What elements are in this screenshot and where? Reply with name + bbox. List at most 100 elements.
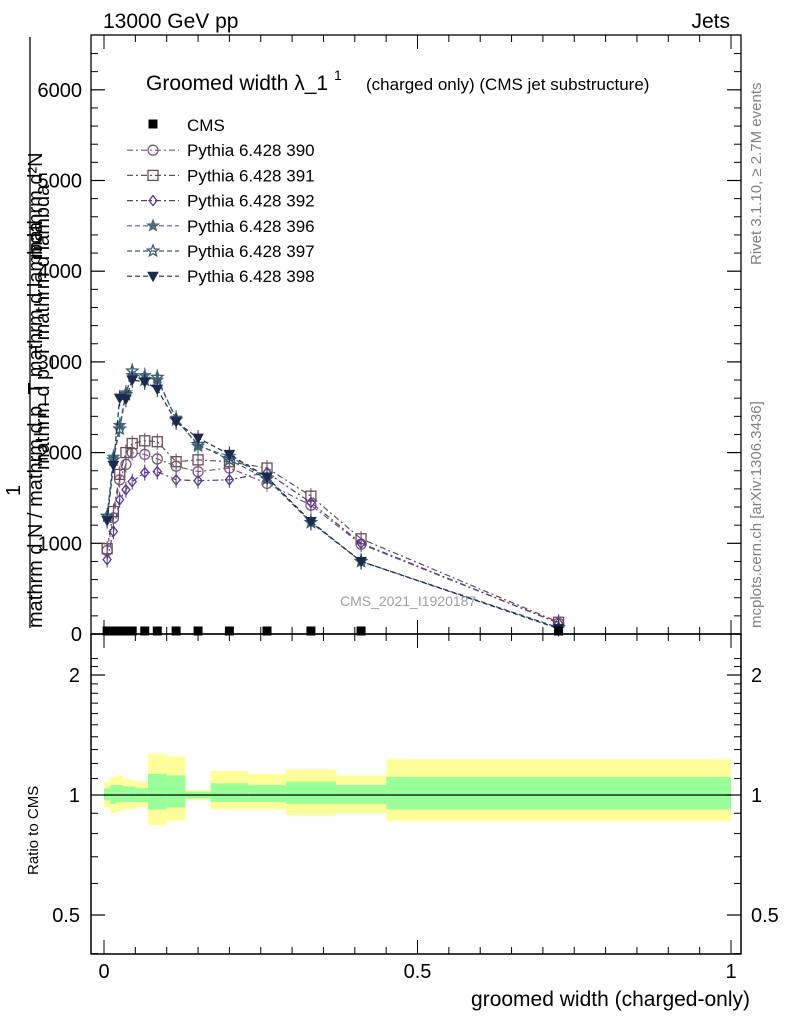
main-panel-axes: 0 1000 2000 3000 4000 5000 6000 — [38, 35, 741, 646]
data-point — [170, 456, 182, 468]
legend-marker — [145, 218, 161, 232]
data-point — [305, 517, 317, 528]
ratio-band-inner — [210, 783, 249, 803]
xtick-label: 0.5 — [404, 961, 432, 983]
data-point — [114, 468, 126, 481]
series-line — [106, 374, 559, 629]
ratio-panel-axes: 0.5 0.5 1 1 2 2 0 0.5 1 — [52, 634, 779, 983]
ylabel-one: 1 — [3, 485, 25, 496]
ratio-band-inner — [166, 775, 186, 808]
ratio-ytick-label: 1 — [69, 785, 80, 807]
legend-item-cms: CMS — [148, 116, 225, 135]
xtick-label: 1 — [725, 961, 736, 983]
main-ytick-label: 1000 — [38, 533, 83, 555]
collision-label: 13000 GeV pp — [103, 10, 238, 33]
series-cms — [102, 626, 564, 636]
cms-data-point — [152, 626, 162, 636]
legend-item-3: Pythia 6.428 392 — [127, 192, 315, 211]
series-line — [106, 451, 559, 624]
main-ytick-label: 0 — [71, 624, 82, 646]
data-point — [192, 433, 204, 445]
rivet-label: Rivet 3.1.10, ≥ 2.7M events — [748, 83, 765, 266]
data-point — [193, 474, 203, 487]
cms-data-point — [262, 626, 272, 636]
series-line — [106, 370, 559, 629]
ratio-band-inner — [285, 781, 336, 804]
data-point — [170, 417, 182, 428]
data-point — [107, 460, 120, 472]
legend-marker — [145, 243, 161, 258]
main-ytick-label: 5000 — [38, 171, 83, 193]
main-ytick-label: 3000 — [38, 352, 83, 374]
data-point — [224, 473, 235, 486]
data-point — [171, 473, 181, 486]
series-pythia-6.428-390 — [101, 444, 565, 632]
data-point — [151, 436, 163, 448]
main-y-axis-label: mathrm d²N mathrm d p_T mathrm d lambda … — [3, 37, 54, 628]
main-panel-data — [99, 362, 566, 637]
cms-data-point — [306, 626, 316, 636]
data-point — [190, 436, 206, 451]
ratio-ytick-label-right: 1 — [751, 785, 762, 807]
legend-item-1: Pythia 6.428 390 — [127, 141, 315, 160]
data-point — [121, 483, 131, 496]
ratio-ytick-label: 0.5 — [52, 905, 80, 927]
data-point — [356, 537, 366, 550]
data-point — [120, 446, 132, 459]
series-pythia-6.428-392 — [102, 463, 564, 632]
series-pythia-6.428-397 — [99, 362, 566, 636]
legend-label: Pythia 6.428 390 — [187, 141, 315, 160]
x-axis-label: groomed width (charged-only) — [471, 988, 750, 1011]
ratio-band-inner — [129, 786, 136, 803]
cms-data-point — [356, 626, 366, 636]
cms-data-point — [554, 626, 564, 636]
ratio-bands — [104, 753, 731, 826]
cms-data-point — [140, 626, 150, 636]
data-point — [139, 435, 151, 447]
data-point — [306, 496, 316, 509]
ratio-band-inner — [104, 788, 111, 801]
ratio-band-inner — [110, 784, 117, 804]
legend-label: Pythia 6.428 396 — [187, 217, 315, 236]
ratio-band-inner — [248, 784, 286, 803]
cms-data-point — [127, 626, 137, 636]
legend-label: Pythia 6.428 397 — [187, 242, 315, 261]
legend-marker — [147, 169, 159, 182]
data-point — [102, 553, 112, 566]
legend-item-5: Pythia 6.428 397 — [127, 242, 315, 261]
legend-label: Pythia 6.428 391 — [187, 166, 315, 185]
data-point — [120, 394, 132, 406]
ylabel-denominator: mathrm d p_T mathrm d lambda — [32, 184, 54, 470]
legend-item-6: Pythia 6.428 398 — [127, 267, 315, 286]
data-point — [112, 421, 128, 436]
xtick-label: 0 — [98, 961, 109, 983]
data-point — [127, 475, 138, 488]
series-pythia-6.428-391 — [101, 432, 565, 631]
data-point — [138, 377, 151, 388]
data-point — [108, 525, 119, 538]
legend-label: CMS — [187, 116, 225, 135]
analysis-watermark: CMS_2021_I1920187 — [340, 593, 476, 609]
ratio-band-inner — [122, 786, 130, 803]
legend-marker — [147, 144, 159, 156]
title-main: Groomed width λ_1 1 — [146, 67, 342, 95]
ratio-panel-border — [90, 633, 742, 955]
ratio-band-inner — [386, 776, 731, 810]
data-point — [151, 384, 164, 396]
main-ytick-label: 2000 — [38, 443, 83, 465]
cms-data-point — [171, 626, 181, 636]
main-ytick-label: 4000 — [38, 261, 83, 283]
series-line — [106, 470, 559, 624]
data-point — [355, 556, 367, 568]
series-line — [106, 440, 559, 623]
process-label: Jets — [691, 10, 730, 33]
data-point — [223, 449, 236, 461]
data-point — [261, 472, 273, 484]
data-point — [126, 375, 139, 387]
ratio-ytick-label: 2 — [69, 665, 80, 687]
ratio-ytick-label-right: 2 — [751, 665, 762, 687]
ratio-ytick-label-right: 0.5 — [751, 905, 779, 927]
legend-marker — [148, 119, 158, 129]
data-point — [139, 466, 150, 479]
